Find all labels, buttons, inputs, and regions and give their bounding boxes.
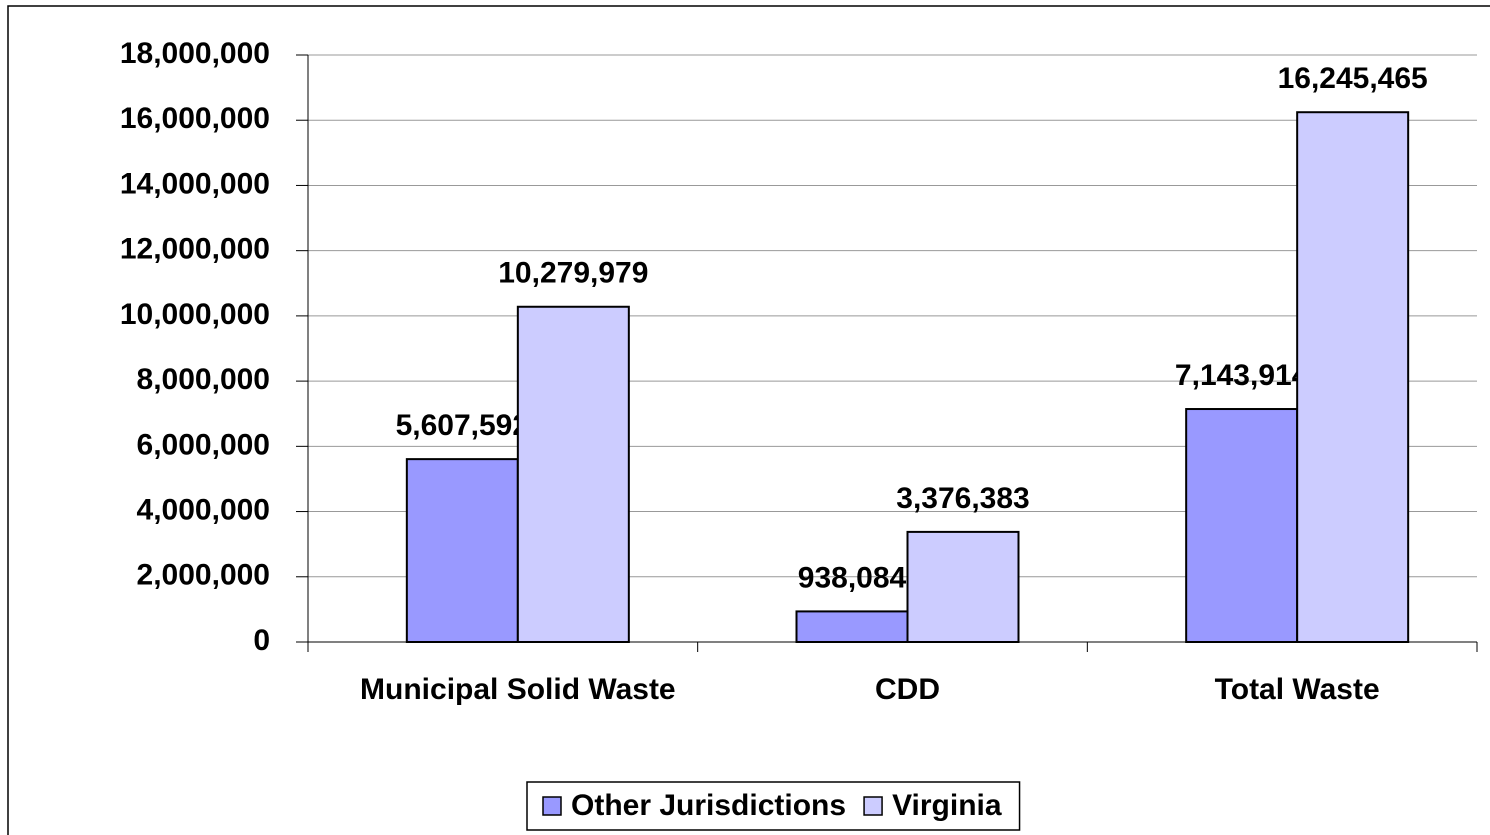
y-tick-label: 18,000,000 — [120, 37, 270, 70]
x-tick-label: Total Waste — [1214, 673, 1380, 706]
y-tick-label: 4,000,000 — [137, 493, 270, 526]
y-tick-label: 10,000,000 — [120, 298, 270, 331]
x-tick-label: CDD — [875, 673, 940, 706]
y-tick-label: 6,000,000 — [137, 428, 270, 461]
data-label: 7,143,914 — [1175, 359, 1309, 392]
y-tick-label: 2,000,000 — [137, 559, 270, 592]
y-tick-label: 12,000,000 — [120, 233, 270, 266]
bar — [405, 458, 519, 643]
y-tick-label: 16,000,000 — [120, 102, 270, 135]
data-label: 16,245,465 — [1278, 62, 1428, 95]
y-tick-label: 14,000,000 — [120, 167, 270, 200]
data-label: 938,084 — [798, 561, 907, 594]
legend-box — [526, 781, 1021, 831]
legend-label: Other Jurisdictions — [571, 789, 846, 822]
data-label: 5,607,592 — [396, 409, 529, 442]
frame — [7, 5, 1490, 835]
bar — [795, 610, 909, 643]
bar — [516, 305, 630, 643]
data-label: 3,376,383 — [896, 482, 1029, 515]
data-label: 10,279,979 — [498, 257, 648, 290]
legend-swatch — [863, 796, 883, 816]
y-tick-label: 8,000,000 — [137, 363, 270, 396]
bar — [1185, 408, 1299, 643]
bar — [1296, 111, 1410, 643]
x-tick-label: Municipal Solid Waste — [360, 673, 676, 706]
legend-swatch — [542, 796, 562, 816]
legend-label: Virginia — [892, 789, 1002, 822]
y-tick-label: 0 — [253, 624, 270, 657]
bar — [906, 530, 1020, 643]
